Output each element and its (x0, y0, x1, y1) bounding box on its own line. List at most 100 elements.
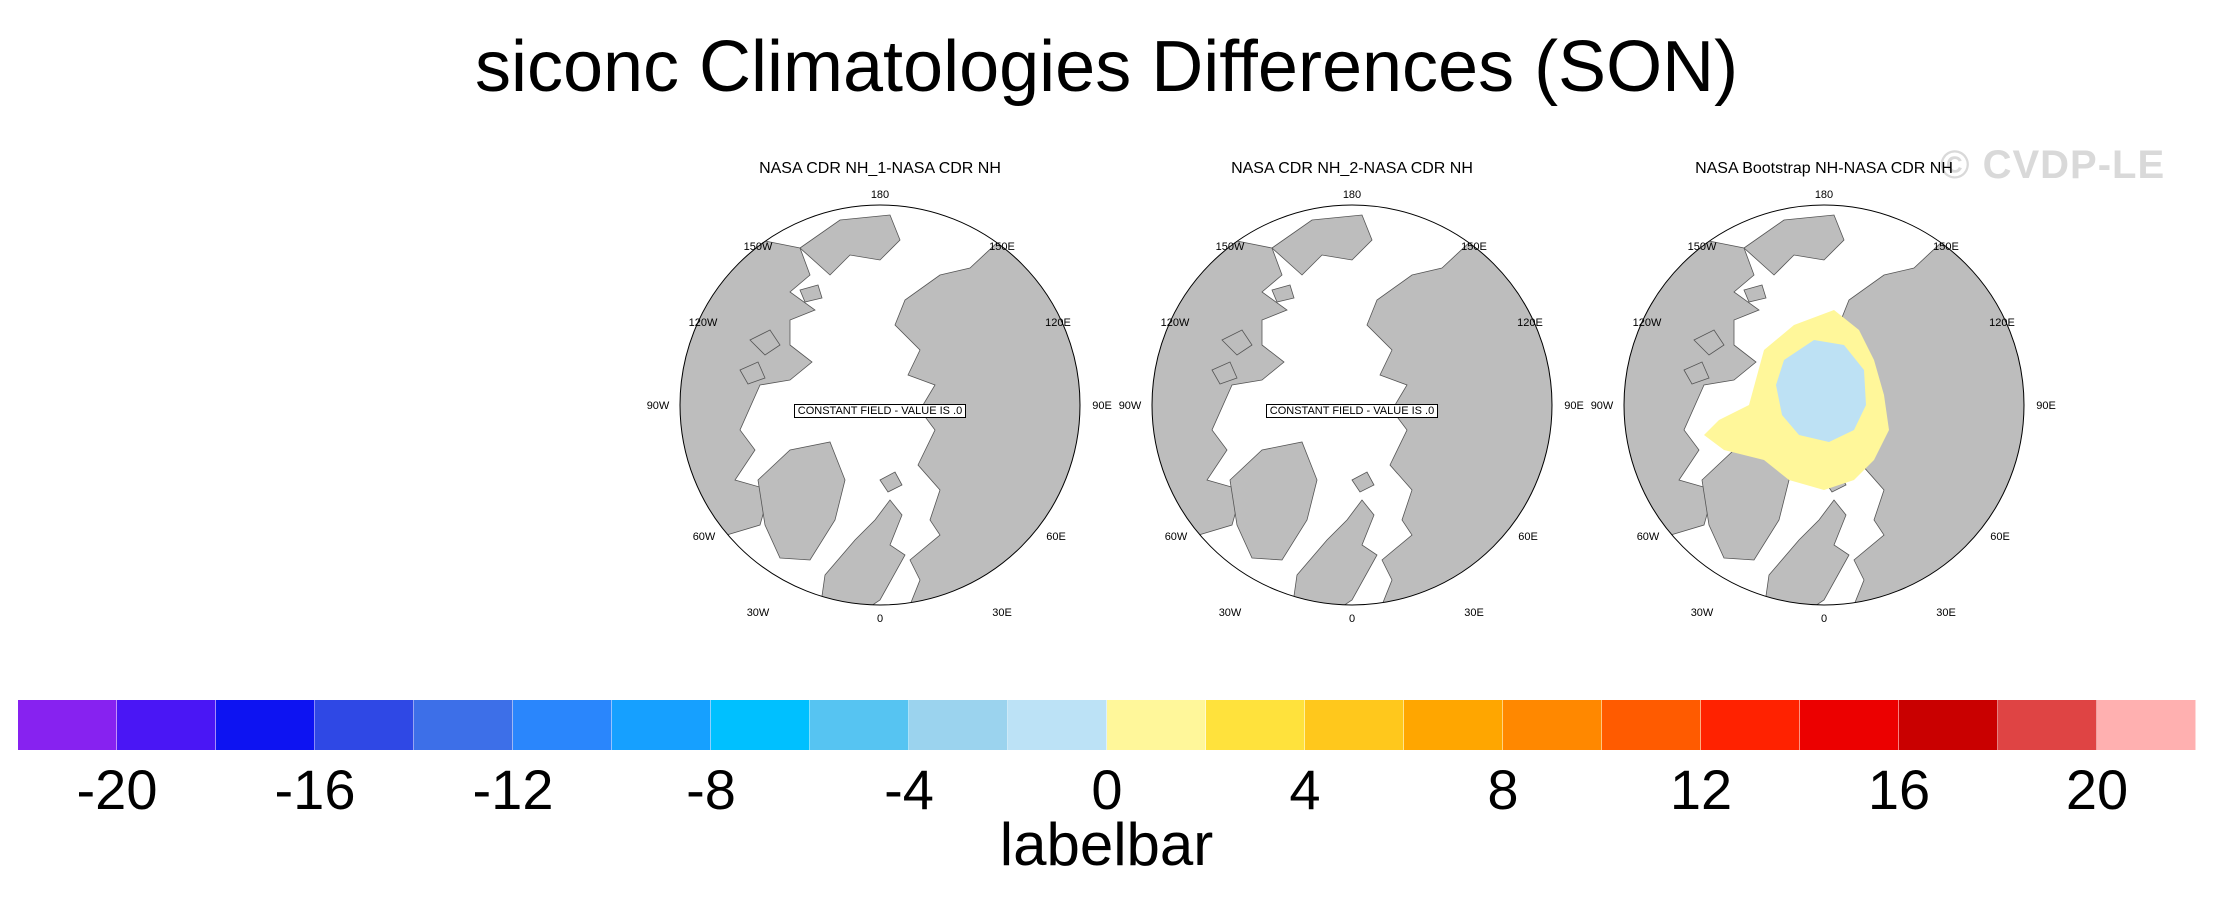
labelbar-swatch (1602, 700, 1701, 750)
polar-map: 180 0 90W 90E 150W 120W 150E 120E 60W 30W 60E 30E (647, 189, 1112, 625)
longitude-tick-label: 0 (877, 613, 883, 625)
labelbar-swatch (117, 700, 216, 750)
landmass-8 (1211, 361, 1238, 385)
longitude-tick-label: 30E (1464, 607, 1484, 619)
longitude-tick-label: 150W (744, 241, 773, 253)
longitude-tick-label: 120W (1161, 317, 1190, 329)
polar-map: 180 0 90W 90E 150W 120W 150E 120E 60W 30W 60E 30E (1591, 189, 2056, 625)
labelbar-swatch (1107, 700, 1206, 750)
labelbar-swatch (1503, 700, 1602, 750)
labelbar-tick-label: 4 (1289, 758, 1321, 821)
map-panel-3: NASA Bootstrap NH-NASA CDR NH 180 0 90W 90E 1… (1584, 160, 2064, 640)
labelbar-swatch (810, 700, 909, 750)
landmass-6 (1351, 471, 1375, 493)
longitude-tick-label: 90W (647, 400, 670, 412)
landmass-8 (739, 361, 766, 385)
landmass-3 (819, 499, 906, 605)
labelbar-tick-label: -20 (76, 758, 158, 821)
labelbar-tick-label: -8 (686, 758, 736, 821)
longitude-tick-label: 180 (1343, 189, 1361, 201)
labelbar-swatch (1899, 700, 1998, 750)
longitude-tick-label: 30E (1936, 607, 1956, 619)
labelbar-tick-label: 16 (1867, 758, 1931, 821)
labelbar-tick-label: -4 (884, 758, 934, 821)
longitude-tick-label: 150E (989, 241, 1015, 253)
landmass-5 (1271, 214, 1373, 276)
longitude-tick-label: 90E (2036, 400, 2056, 412)
labelbar-swatch (711, 700, 810, 750)
landmass-7 (749, 329, 781, 356)
labelbar-swatch (216, 700, 315, 750)
labelbar-tick-label: 8 (1487, 758, 1519, 821)
labelbar-swatch (1701, 700, 1800, 750)
longitude-tick-label: 150E (1461, 241, 1487, 253)
landmass-3 (1291, 499, 1378, 605)
color-labelbar (18, 700, 2196, 750)
longitude-tick-label: 150W (1688, 241, 1717, 253)
longitude-tick-label: 120E (1989, 317, 2015, 329)
longitude-tick-label: 90W (1119, 400, 1142, 412)
labelbar-tick-label: 0 (1091, 758, 1123, 821)
landmass-9 (799, 284, 823, 303)
landmass-9 (1743, 284, 1767, 303)
labelbar-tick-label: 20 (2065, 758, 2129, 821)
labelbar-swatch (1800, 700, 1899, 750)
map-boundary (1623, 204, 2025, 606)
longitude-tick-label: 0 (1349, 613, 1355, 625)
landmass-7 (1221, 329, 1253, 356)
panel-title: NASA CDR NH_2-NASA CDR NH (1231, 160, 1473, 177)
watermark: © CVDP-LE (1940, 143, 2166, 187)
longitude-tick-label: 180 (871, 189, 889, 201)
longitude-tick-label: 60W (1165, 531, 1188, 543)
longitude-tick-label: 90E (1092, 400, 1112, 412)
labelbar-swatch (1404, 700, 1503, 750)
labelbar-swatch (909, 700, 1008, 750)
longitude-tick-label: 30W (1219, 607, 1242, 619)
landmass-3 (1763, 499, 1850, 605)
panel-title: NASA Bootstrap NH-NASA CDR NH (1695, 160, 1953, 177)
longitude-tick-label: 150E (1933, 241, 1959, 253)
longitude-tick-label: 90W (1591, 400, 1614, 412)
landmass-2 (1229, 441, 1318, 561)
longitude-tick-label: 150W (1216, 241, 1245, 253)
landmass-7 (1693, 329, 1725, 356)
polar-map: 180 0 90W 90E 150W 120W 150E 120E 60W 30W 60E 30E (1119, 189, 1584, 625)
labelbar-tick-label: -16 (274, 758, 356, 821)
longitude-tick-label: 60E (1990, 531, 2010, 543)
longitude-tick-label: 120W (689, 317, 718, 329)
labelbar-swatch (612, 700, 711, 750)
landmass-2 (757, 441, 846, 561)
landmass-6 (879, 471, 903, 493)
longitude-tick-label: 60E (1046, 531, 1066, 543)
labelbar-swatch (1305, 700, 1404, 750)
panel-title: NASA CDR NH_1-NASA CDR NH (759, 160, 1001, 177)
map-panel-2: NASA CDR NH_2-NASA CDR NH 180 0 90W 90E 150W 1… (1112, 160, 1592, 640)
page-title: siconc Climatologies Differences (SON) (474, 27, 1739, 107)
labelbar-swatch (18, 700, 117, 750)
longitude-tick-label: 60E (1518, 531, 1538, 543)
labelbar-title: labelbar (999, 811, 1214, 878)
longitude-tick-label: 30W (747, 607, 770, 619)
labelbar-tick-label: 12 (1669, 758, 1733, 821)
map-panel-1: NASA CDR NH_1-NASA CDR NH 180 0 90W 90E 150W 1… (640, 160, 1120, 640)
labelbar-swatch (414, 700, 513, 750)
longitude-tick-label: 120W (1633, 317, 1662, 329)
labelbar-swatch (1206, 700, 1305, 750)
landmass-9 (1271, 284, 1295, 303)
labelbar-tick-label: -12 (472, 758, 554, 821)
longitude-tick-label: 30W (1691, 607, 1714, 619)
landmass-5 (1743, 214, 1845, 276)
longitude-tick-label: 120E (1045, 317, 1071, 329)
longitude-tick-label: 60W (1637, 531, 1660, 543)
labelbar-swatch (1998, 700, 2097, 750)
labelbar-swatch (513, 700, 612, 750)
landmass-8 (1683, 361, 1710, 385)
longitude-tick-label: 180 (1815, 189, 1833, 201)
negative-difference-area (1776, 340, 1866, 442)
map-boundary (679, 204, 1081, 606)
longitude-tick-label: 120E (1517, 317, 1543, 329)
landmass-5 (799, 214, 901, 276)
longitude-tick-label: 30E (992, 607, 1012, 619)
longitude-tick-label: 60W (693, 531, 716, 543)
labelbar-swatch (1008, 700, 1107, 750)
